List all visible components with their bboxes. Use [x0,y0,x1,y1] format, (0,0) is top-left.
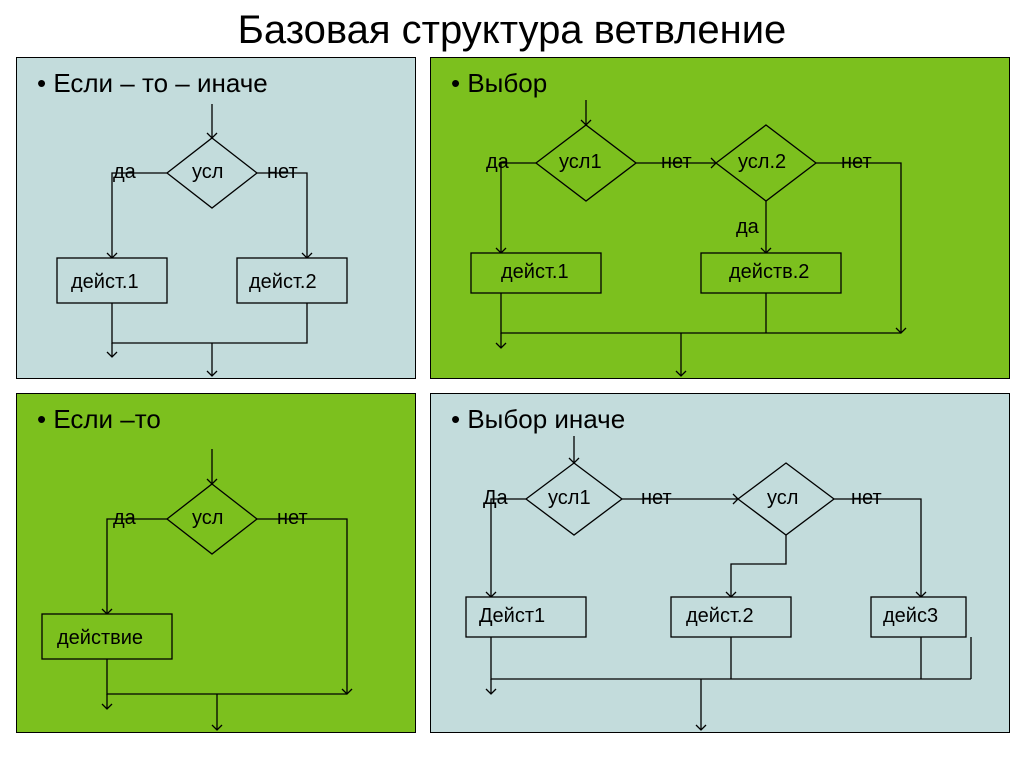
flow-label: нет [851,487,882,509]
flow-label: дейст.1 [501,261,569,283]
flow-label: усл [192,507,223,529]
flow-label: да [486,151,510,173]
flow-label: нет [277,507,308,529]
flow-label: да [736,216,760,238]
panel-grid: • Если – то – иначедауслнетдейст.1дейст.… [0,57,1024,733]
flow-label: усл1 [559,151,602,173]
panel-if-then: • Если –тодауслнетдействие [16,393,416,733]
flow-label: нет [641,487,672,509]
flow-label: дейс3 [883,605,938,627]
flow-label: нет [841,151,872,173]
flow-label: дейст.2 [686,605,754,627]
flowchart-svg: да усл нет действие [17,394,417,734]
flow-label: дейст.2 [249,271,317,293]
flow-label: да [113,507,137,529]
panel-choice-else: • Выбор иначеДаусл1нетуслнетДейст1дейст.… [430,393,1010,733]
flowchart-svg: да усл нет дейст.1 дейст.2 [17,58,417,380]
flow-label: действ.2 [729,261,809,283]
flowchart-svg: да усл1 нет усл.2 нет да дейст.1 действ.2 [431,58,1011,380]
panel-if-then-else: • Если – то – иначедауслнетдейст.1дейст.… [16,57,416,379]
panel-choice: • Выбордаусл1нетусл.2нетдадейст.1действ.… [430,57,1010,379]
flow-label: да [113,161,137,183]
flow-label: нет [267,161,298,183]
flow-label: усл [767,487,798,509]
flow-label: усл [192,161,223,183]
flow-label: нет [661,151,692,173]
flow-label: Дейст1 [479,605,545,627]
flow-label: действие [57,627,143,649]
flow-label: дейст.1 [71,271,139,293]
flow-label: усл1 [548,487,591,509]
page-title: Базовая структура ветвление [0,0,1024,57]
flow-label: Да [483,487,509,509]
flow-label: усл.2 [738,151,786,173]
flowchart-svg: Да усл1 нет усл нет Дейст1 дейст.2 дейс3 [431,394,1011,734]
